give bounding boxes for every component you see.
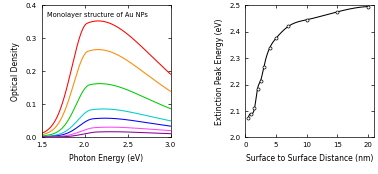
Y-axis label: Extinction Peak Energy (eV): Extinction Peak Energy (eV) [215, 18, 224, 125]
Y-axis label: Optical Density: Optical Density [11, 42, 20, 101]
Text: Monolayer structure of Au NPs: Monolayer structure of Au NPs [47, 12, 148, 18]
X-axis label: Photon Energy (eV): Photon Energy (eV) [69, 154, 143, 163]
X-axis label: Surface to Surface Distance (nm): Surface to Surface Distance (nm) [246, 154, 373, 163]
